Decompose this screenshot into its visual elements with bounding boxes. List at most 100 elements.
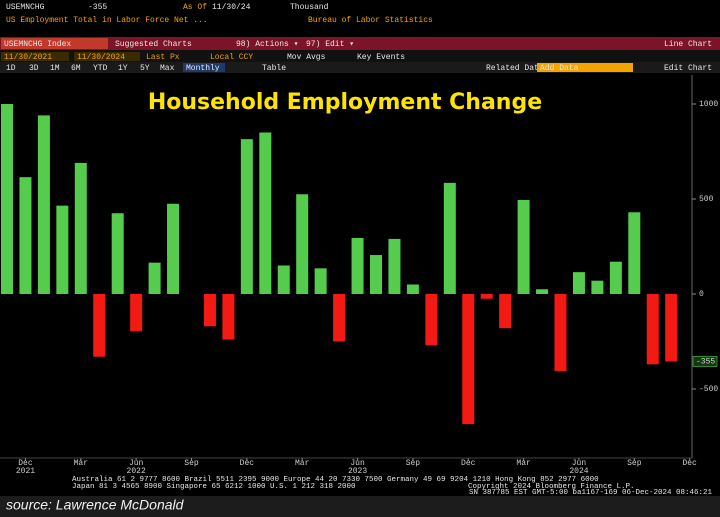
x-tick-label: Mar — [295, 459, 310, 468]
y-tick-label: 1000 — [699, 100, 718, 109]
range-button[interactable]: 1Y — [118, 64, 128, 73]
price[interactable]: Last Px — [146, 53, 180, 62]
bar — [277, 265, 290, 294]
bar — [1, 104, 13, 294]
bar — [425, 294, 438, 346]
bar — [406, 284, 419, 294]
chart-title: Household Employment Change — [148, 90, 542, 115]
bar — [480, 294, 493, 299]
bar — [203, 294, 216, 327]
bar — [93, 294, 106, 357]
as-of: 11/30/24 — [212, 3, 251, 12]
source-org: Bureau of Labor Statistics — [308, 16, 433, 25]
range-button[interactable]: YTD — [93, 64, 108, 73]
security[interactable]: USEMNCHG Index — [4, 40, 71, 49]
x-year-label: 2023 — [348, 467, 367, 476]
bar — [609, 261, 622, 294]
x-year-label: 2021 — [16, 467, 35, 476]
footer-line1: Australia 61 2 9777 8600 Brazil 5511 239… — [72, 476, 599, 484]
ticker: USEMNCHG — [6, 3, 45, 12]
currency[interactable]: Local CCY — [210, 53, 253, 62]
x-tick-label: Mar — [516, 459, 531, 468]
freq-box — [183, 63, 225, 72]
suggested[interactable]: Suggested Charts — [115, 40, 192, 49]
bar — [646, 294, 659, 365]
bar — [130, 294, 143, 332]
bar — [572, 272, 585, 294]
bar — [370, 255, 382, 294]
last-value-label: -355 — [696, 358, 715, 367]
end-box — [74, 52, 140, 61]
toolbar-3 — [0, 62, 720, 73]
bar — [259, 132, 272, 294]
last-value-box — [692, 356, 718, 367]
bar — [499, 294, 512, 329]
bar — [443, 182, 456, 294]
bar — [167, 203, 180, 294]
security-box — [1, 38, 108, 49]
bar — [37, 115, 50, 295]
bar — [554, 294, 567, 371]
toolbar — [0, 37, 720, 50]
footer-line3: SN 387785 EST GMT-5:00 ba1167-169 06-Dec… — [469, 489, 713, 497]
bar — [296, 194, 309, 294]
bar — [517, 199, 530, 294]
x-tick-label: Dec — [682, 459, 697, 468]
bar — [240, 139, 253, 294]
table[interactable]: Table — [262, 64, 286, 73]
range-button[interactable]: 1D — [6, 64, 16, 73]
edit-chart[interactable]: Edit Chart — [664, 64, 712, 73]
toolbar-2 — [0, 50, 720, 62]
add-data-box — [537, 63, 633, 72]
chart-kind[interactable]: Line Chart — [664, 40, 712, 49]
x-tick-label: Mar — [74, 459, 89, 468]
bar — [462, 294, 475, 425]
bar — [19, 177, 32, 294]
x-year-label: 2022 — [127, 467, 146, 476]
x-tick-label: Dec — [240, 459, 255, 468]
actions[interactable]: 98) Actions ▾ — [236, 40, 298, 49]
x-tick-label: Dec — [461, 459, 476, 468]
bar — [222, 294, 235, 340]
y-tick-label: -500 — [699, 385, 718, 394]
last-value: -355 — [88, 3, 107, 12]
range-button[interactable]: 1M — [50, 64, 60, 73]
add-data[interactable]: Add Data — [540, 64, 579, 73]
as-of-label: As Of — [183, 3, 207, 12]
range-button[interactable]: Max — [160, 64, 175, 73]
units: Thousand — [290, 3, 329, 12]
x-tick-label: Dec — [18, 459, 33, 468]
bar — [536, 289, 549, 294]
footer-line2: Japan 81 3 4565 8900 Singapore 65 6212 1… — [72, 483, 356, 491]
related[interactable]: Related Dat — [486, 64, 539, 73]
bar — [665, 294, 678, 362]
credit: source: Lawrence McDonald — [6, 497, 185, 513]
range-button[interactable]: 6M — [71, 64, 81, 73]
bar — [388, 238, 401, 294]
x-tick-label: Jun — [572, 459, 587, 468]
edit[interactable]: 97) Edit ▾ — [306, 40, 354, 49]
x-tick-label: Jun — [350, 459, 365, 468]
bar — [314, 268, 327, 294]
bar — [591, 280, 604, 294]
x-tick-label: Sep — [406, 459, 421, 468]
bar — [628, 212, 641, 294]
range-button[interactable]: 5Y — [140, 64, 150, 73]
x-tick-label: Jun — [129, 459, 144, 468]
range-button[interactable]: 3D — [29, 64, 39, 73]
frequency[interactable]: Monthly — [186, 64, 220, 73]
bar — [148, 262, 161, 294]
y-tick-label: 500 — [699, 195, 714, 204]
key-events[interactable]: Key Events — [357, 53, 405, 62]
credit-band — [0, 496, 720, 517]
start-date[interactable]: 11/30/2021 — [4, 53, 52, 62]
mov-avgs[interactable]: Mov Avgs — [287, 53, 326, 62]
bar — [74, 162, 87, 294]
end-date[interactable]: 11/30/2024 — [77, 53, 125, 62]
x-tick-label: Sep — [184, 459, 199, 468]
y-tick-label: 0 — [699, 290, 704, 299]
bar — [351, 237, 364, 294]
copyright: Copyright 2024 Bloomberg Finance L.P. — [468, 483, 635, 491]
start-box — [1, 52, 69, 61]
